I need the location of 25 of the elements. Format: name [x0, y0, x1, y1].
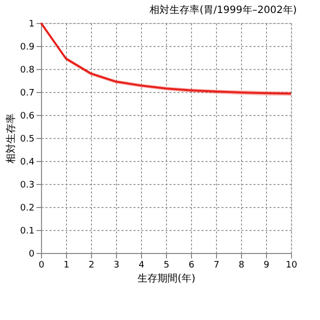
x-tick-label: 6 [188, 260, 195, 270]
y-tick-label: 0.5 [20, 134, 34, 144]
x-tick-label: 10 [286, 260, 298, 270]
x-tick-label: 9 [264, 260, 270, 270]
y-tick-label: 0.8 [20, 66, 35, 76]
x-tick-label: 5 [164, 260, 170, 270]
y-tick-label: 0.6 [20, 112, 35, 122]
x-tick-label: 3 [114, 260, 120, 270]
chart-title: 相対生存率(胃/1999年–2002年) [150, 4, 297, 16]
y-tick-label: 1 [28, 20, 34, 30]
y-axis-title: 相対生存率 [5, 114, 18, 164]
y-tick-label: 0.7 [20, 88, 34, 98]
x-tick-label: 8 [238, 260, 245, 270]
y-tick-label: 0.4 [20, 158, 35, 168]
x-axis-title: 生存期間(年) [138, 272, 196, 284]
y-tick-label: 0.3 [20, 180, 34, 190]
x-tick-label: 4 [138, 260, 145, 270]
x-tick-label: 1 [64, 260, 70, 270]
y-tick-label: 0 [28, 250, 35, 260]
y-tick-label: 0.9 [20, 42, 35, 52]
x-tick-label: 2 [88, 260, 94, 270]
y-tick-label: 0.2 [20, 204, 34, 214]
x-tick-label: 7 [214, 260, 220, 270]
y-tick-label: 0.1 [20, 226, 34, 236]
x-tick-label: 0 [38, 260, 45, 270]
